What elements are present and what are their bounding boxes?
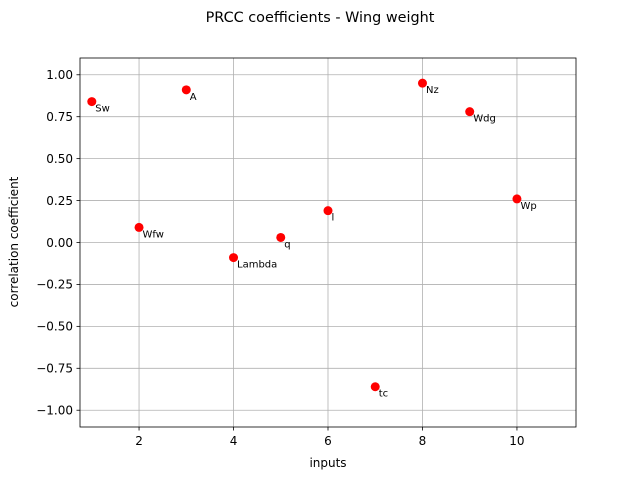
x-tick-label: 10 [509, 434, 524, 448]
y-tick-label: −0.25 [36, 278, 73, 292]
y-tick-label: 0.75 [46, 110, 73, 124]
point-label-lambda: Lambda [237, 260, 277, 271]
y-axis-ticks: 1.00 0.75 0.50 0.25 0.00 −0.25 −0.50 −0.75 −1.00 [36, 68, 80, 418]
x-axis-ticks: 2 4 6 8 10 [135, 427, 525, 448]
data-point-nz [417, 78, 427, 88]
point-label-nz: Nz [426, 85, 439, 96]
data-point-wfw [134, 222, 144, 232]
point-label-q: q [284, 239, 290, 250]
y-tick-label: 1.00 [46, 68, 73, 82]
point-label-a: A [190, 92, 197, 103]
y-axis-label: correlation coefficient [7, 176, 21, 307]
x-tick-label: 8 [419, 434, 427, 448]
point-label-tc: tc [379, 389, 388, 400]
data-point-wp [512, 194, 522, 204]
x-tick-label: 4 [230, 434, 238, 448]
data-point-tc [370, 382, 380, 392]
point-label-sw: Sw [95, 104, 110, 115]
point-label-wdg: Wdg [473, 114, 496, 125]
point-label-wp: Wp [520, 201, 536, 212]
data-point-sw [87, 97, 97, 107]
data-point-wdg [465, 107, 475, 117]
x-tick-label: 2 [135, 434, 143, 448]
chart-title: PRCC coefficients - Wing weight [206, 10, 435, 26]
data-point-q [276, 232, 286, 242]
y-tick-label: −1.00 [36, 404, 73, 418]
y-tick-label: −0.75 [36, 362, 73, 376]
point-label-wfw: Wfw [143, 229, 164, 240]
y-tick-label: 0.50 [46, 152, 73, 166]
y-tick-label: 0.00 [46, 236, 73, 250]
point-label-l: l [332, 213, 335, 224]
data-point-a [181, 85, 191, 95]
data-point-lambda [229, 253, 239, 263]
data-point-l [323, 206, 333, 216]
x-tick-label: 6 [324, 434, 332, 448]
x-axis-label: inputs [309, 456, 346, 470]
y-tick-label: 0.25 [46, 194, 73, 208]
y-tick-label: −0.50 [36, 320, 73, 334]
grid-lines [80, 58, 576, 427]
